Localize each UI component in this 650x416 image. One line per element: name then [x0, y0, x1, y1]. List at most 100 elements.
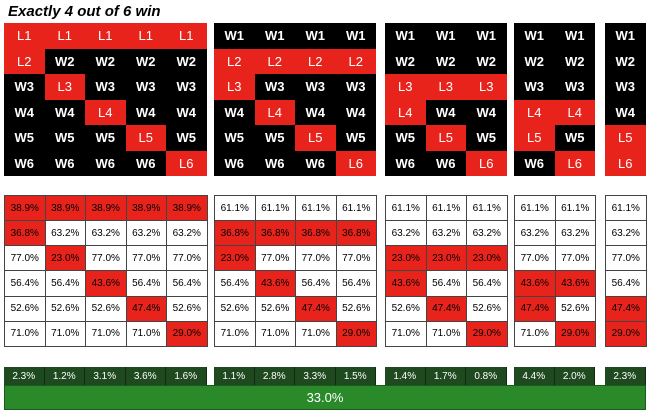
loss-cell: L2 — [254, 48, 295, 74]
win-cell: W4 — [125, 99, 166, 125]
win-cell: W4 — [335, 99, 376, 125]
win-probability-cell: 71.0% — [296, 321, 337, 347]
win-cell: W5 — [335, 125, 376, 151]
loss-cell: L3 — [44, 74, 85, 100]
win-probability-cell: 77.0% — [126, 246, 167, 272]
loss-cell: L6 — [335, 150, 376, 176]
win-probability-cell: 52.6% — [167, 296, 208, 322]
loss-probability-cell: 29.0% — [167, 321, 208, 347]
loss-cell: L3 — [214, 74, 255, 100]
win-cell: W5 — [4, 125, 45, 151]
combination-total: 2.3% — [605, 367, 646, 385]
win-probability-cell: 52.6% — [336, 296, 377, 322]
loss-cell: L6 — [466, 150, 507, 176]
win-probability-cell: 71.0% — [426, 321, 467, 347]
win-cell: W6 — [425, 150, 466, 176]
win-probability-cell: 61.1% — [555, 196, 596, 222]
win-probability-cell: 71.0% — [126, 321, 167, 347]
combination-total: 1.5% — [335, 367, 376, 385]
win-cell: W6 — [254, 150, 295, 176]
win-probability-cell: 56.4% — [167, 271, 208, 297]
loss-cell: L1 — [4, 23, 45, 49]
loss-cell: L4 — [85, 99, 126, 125]
win-cell: W5 — [385, 125, 426, 151]
loss-probability-cell: 36.8% — [255, 221, 296, 247]
loss-probability-cell: 29.0% — [606, 321, 647, 347]
win-probability-cell: 56.4% — [126, 271, 167, 297]
win-cell: W6 — [44, 150, 85, 176]
loss-probability-cell: 47.4% — [296, 296, 337, 322]
win-cell: W3 — [554, 74, 595, 100]
win-probability-cell: 63.2% — [555, 221, 596, 247]
win-cell: W1 — [514, 23, 555, 49]
loss-cell: L2 — [335, 48, 376, 74]
win-cell: W1 — [335, 23, 376, 49]
win-cell: W6 — [385, 150, 426, 176]
win-cell: W3 — [295, 74, 336, 100]
loss-cell: L2 — [214, 48, 255, 74]
loss-probability-cell: 38.9% — [86, 196, 127, 222]
loss-probability-cell: 47.4% — [126, 296, 167, 322]
loss-cell: L1 — [125, 23, 166, 49]
loss-probability-cell: 38.9% — [5, 196, 46, 222]
win-probability-cell: 71.0% — [86, 321, 127, 347]
win-probability-cell: 52.6% — [255, 296, 296, 322]
win-probability-cell: 61.1% — [336, 196, 377, 222]
win-probability-cell: 56.4% — [467, 271, 508, 297]
win-cell: W2 — [125, 48, 166, 74]
win-cell: W2 — [605, 48, 646, 74]
loss-cell: L3 — [385, 74, 426, 100]
win-probability-cell: 71.0% — [215, 321, 256, 347]
combination-total: 2.3% — [4, 367, 45, 385]
loss-probability-cell: 23.0% — [45, 246, 86, 272]
win-probability-cell: 56.4% — [336, 271, 377, 297]
win-cell: W1 — [554, 23, 595, 49]
win-probability-cell: 61.1% — [426, 196, 467, 222]
loss-cell: L4 — [254, 99, 295, 125]
win-probability-cell: 52.6% — [555, 296, 596, 322]
loss-cell: L5 — [514, 125, 555, 151]
win-cell: W6 — [85, 150, 126, 176]
win-cell: W3 — [514, 74, 555, 100]
win-cell: W2 — [425, 48, 466, 74]
win-cell: W4 — [4, 99, 45, 125]
loss-probability-cell: 38.9% — [45, 196, 86, 222]
loss-probability-cell: 29.0% — [467, 321, 508, 347]
loss-cell: L6 — [605, 150, 646, 176]
win-cell: W1 — [425, 23, 466, 49]
loss-probability-cell: 23.0% — [215, 246, 256, 272]
win-cell: W1 — [254, 23, 295, 49]
loss-cell: L2 — [295, 48, 336, 74]
combination-totals-block-2: 1.1% 2.8% 3.3% 1.5% — [214, 367, 376, 385]
loss-cell: L1 — [85, 23, 126, 49]
win-probability-cell: 77.0% — [5, 246, 46, 272]
win-probability-cell: 61.1% — [386, 196, 427, 222]
combination-total: 1.1% — [214, 367, 255, 385]
loss-cell: L1 — [166, 23, 207, 49]
win-cell: W3 — [4, 74, 45, 100]
win-probability-cell: 77.0% — [167, 246, 208, 272]
win-cell: W3 — [85, 74, 126, 100]
win-probability-cell: 63.2% — [386, 221, 427, 247]
loss-cell: L4 — [385, 99, 426, 125]
loss-probability-cell: 36.8% — [296, 221, 337, 247]
win-cell: W2 — [166, 48, 207, 74]
loss-probability-cell: 23.0% — [426, 246, 467, 272]
team-grid-block-1: L1 L1 L1 L1 L1 L2 W2 W2 W2 W2 W3 L3 W3 W3 W3 W4 W4 L4 W4 W4… — [4, 23, 207, 176]
win-cell: W2 — [466, 48, 507, 74]
loss-probability-cell: 43.6% — [386, 271, 427, 297]
win-cell: W1 — [214, 23, 255, 49]
win-probability-cell: 63.2% — [426, 221, 467, 247]
win-cell: W5 — [44, 125, 85, 151]
combination-total: 1.7% — [425, 367, 466, 385]
win-cell: W1 — [295, 23, 336, 49]
loss-probability-cell: 47.4% — [515, 296, 556, 322]
probability-grid-block-4: 61.1% 61.1% 63.2% 63.2% 77.0% 77.0% 43.6% 43.6%… — [514, 195, 596, 347]
win-cell: W2 — [44, 48, 85, 74]
loss-cell: L2 — [4, 48, 45, 74]
win-cell: W1 — [605, 23, 646, 49]
win-cell: W5 — [554, 125, 595, 151]
win-probability-cell: 61.1% — [515, 196, 556, 222]
win-cell: W2 — [554, 48, 595, 74]
loss-cell: L5 — [295, 125, 336, 151]
